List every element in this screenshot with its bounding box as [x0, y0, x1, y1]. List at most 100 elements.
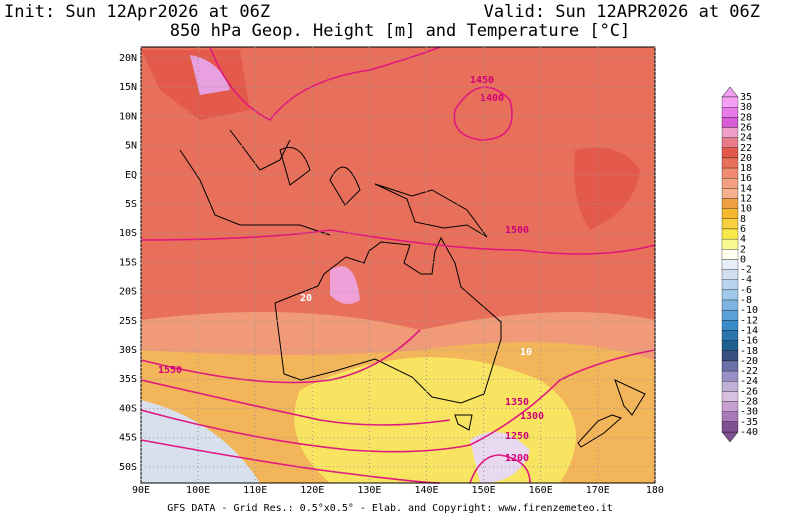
colorbar-segment	[721, 208, 739, 219]
colorbar-label: -14	[740, 325, 758, 336]
lon-label: 100E	[186, 485, 210, 496]
lon-label: 180	[646, 485, 664, 496]
temp-zone	[190, 55, 230, 95]
lat-label: 20S	[119, 287, 137, 298]
colorbar-segment	[721, 167, 739, 179]
colorbar-segment	[721, 147, 739, 159]
colorbar-label: 0	[740, 254, 746, 265]
colorbar-label: 26	[740, 122, 752, 133]
lon-label: 130E	[357, 485, 381, 496]
colorbar-label: 2	[740, 244, 746, 255]
temp-zone	[330, 266, 360, 304]
lat-label: 30S	[119, 345, 137, 356]
lat-label: 5S	[125, 199, 137, 210]
lon-label: 140E	[414, 485, 438, 496]
temp-zone	[574, 147, 640, 230]
colorbar-label: 16	[740, 173, 752, 184]
contour-label: 1400	[480, 93, 504, 104]
lon-label: 160E	[529, 485, 553, 496]
colorbar-label: 14	[740, 183, 752, 194]
lon-label: 150E	[472, 485, 496, 496]
lon-label: 120E	[300, 485, 324, 496]
height-contour	[140, 349, 656, 453]
colorbar-segment	[721, 391, 739, 402]
colorbar-arrow	[721, 86, 739, 98]
map: 1500 1450 1400 1350 1300 1250 1200 1550 …	[140, 46, 656, 484]
colorbar-segment	[721, 299, 739, 311]
lat-label: 10N	[119, 111, 137, 122]
colorbar-label: 6	[740, 224, 746, 235]
lat-label: 45S	[119, 433, 137, 444]
contour-label: 10	[520, 347, 532, 358]
colorbar-segment	[721, 218, 739, 230]
colorbar-segment	[721, 360, 739, 372]
colorbar-label: 8	[740, 214, 746, 225]
colorbar-arrow	[721, 431, 739, 443]
lat-label: 15S	[119, 257, 137, 268]
lat-label: 5N	[125, 141, 137, 152]
colorbar-label: 28	[740, 112, 752, 123]
coastline	[374, 183, 488, 238]
contour-label: 1300	[520, 411, 544, 422]
colorbar-label: 22	[740, 143, 752, 154]
colorbar-segment	[721, 117, 739, 128]
colorbar-segment	[721, 127, 739, 138]
colorbar-segment	[721, 157, 739, 169]
colorbar-label: 4	[740, 234, 746, 245]
contour-label: 1450	[470, 75, 494, 86]
colorbar-label: -10	[740, 305, 758, 316]
colorbar-label: -40	[740, 427, 758, 438]
contour-label: 1550	[158, 365, 182, 376]
colorbar-label: -20	[740, 356, 758, 367]
colorbar-segment	[721, 289, 739, 301]
colorbar-label: 18	[740, 163, 752, 174]
valid-text: Valid: Sun 12APR2026 at 06Z	[484, 2, 760, 22]
colorbar-segment	[721, 411, 739, 422]
height-contour	[453, 86, 513, 141]
colorbar-segment	[721, 320, 739, 331]
colorbar-segment	[721, 228, 739, 240]
contour-label: 1250	[505, 431, 529, 442]
colorbar-label: -16	[740, 336, 758, 347]
lat-label: EQ	[125, 170, 137, 181]
coastline	[454, 414, 473, 431]
colorbar-label: -28	[740, 397, 758, 408]
colorbar-segment	[721, 330, 739, 341]
colorbar-label: -4	[740, 275, 752, 286]
colorbar-label: 35	[740, 92, 752, 103]
colorbar-label: 10	[740, 204, 752, 215]
height-contour	[140, 439, 441, 484]
colorbar-label: -12	[740, 315, 758, 326]
colorbar-segment	[721, 370, 739, 382]
colorbar-segment	[721, 269, 739, 280]
colorbar-segment	[721, 137, 739, 148]
lat-label: 35S	[119, 374, 137, 385]
colorbar-label: 12	[740, 194, 752, 205]
colorbar-label: -22	[740, 366, 758, 377]
map-frame	[140, 46, 656, 484]
contour-label: 1500	[505, 225, 529, 236]
lon-label: 110E	[243, 485, 267, 496]
coastline	[577, 379, 646, 448]
map-title: 850 hPa Geop. Height [m] and Temperature…	[170, 21, 631, 41]
temp-zone	[141, 50, 250, 120]
colorbar-label: -2	[740, 265, 752, 276]
coastline	[274, 236, 502, 404]
temp-zone	[470, 432, 530, 483]
lat-label: 25S	[119, 316, 137, 327]
colorbar-segment	[721, 249, 739, 260]
lat-label: 50S	[119, 462, 137, 473]
colorbar-segment	[721, 340, 739, 351]
height-contour	[209, 46, 441, 122]
contour-label: 20	[300, 293, 312, 304]
colorbar-label: -6	[740, 285, 752, 296]
colorbar-label: 30	[740, 102, 752, 113]
colorbar-label: -24	[740, 376, 758, 387]
colorbar-segment	[721, 350, 739, 362]
contour-label: 1200	[505, 453, 529, 464]
lat-label: 20N	[119, 53, 137, 64]
lat-label: 40S	[119, 403, 137, 414]
colorbar-segment	[721, 238, 739, 250]
colorbar-segment	[721, 198, 739, 209]
